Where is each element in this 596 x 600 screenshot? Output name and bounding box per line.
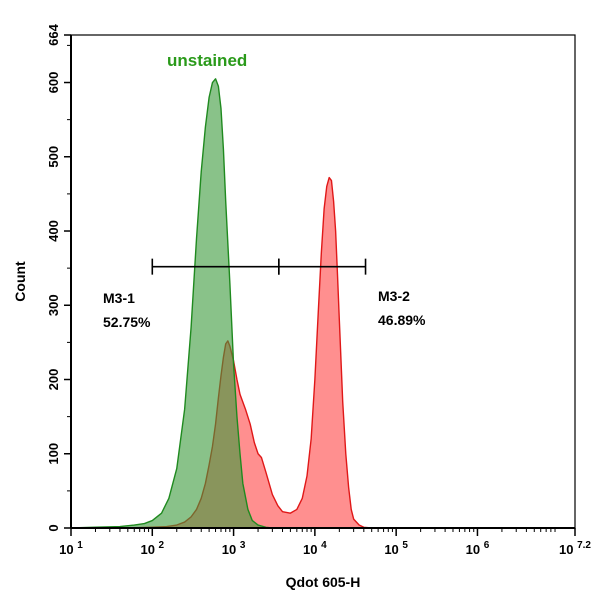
x-axis-title: Qdot 605-H bbox=[286, 574, 361, 590]
x-tick-label: 10 6 bbox=[466, 540, 490, 557]
axis-layer: 10 1 10 2 10 3 10 4 10 5 10 6 10 7.2 0 100 200 300… bbox=[46, 23, 591, 557]
x-tick-label: 10 1 bbox=[59, 540, 83, 557]
unstained-annotation: unstained bbox=[167, 51, 247, 70]
y-tick-label: 500 bbox=[46, 146, 61, 168]
x-tick-label: 10 5 bbox=[384, 540, 408, 557]
x-tick-label: 10 2 bbox=[140, 540, 164, 557]
x-tick-label: 10 3 bbox=[222, 540, 246, 557]
gate-percent-label: 46.89% bbox=[378, 312, 426, 328]
y-tick-label: 664 bbox=[46, 23, 61, 45]
x-tick-label: 10 4 bbox=[303, 540, 327, 557]
y-tick-label: 600 bbox=[46, 72, 61, 94]
y-tick-label: 300 bbox=[46, 294, 61, 316]
gate-name-label: M3-1 bbox=[103, 290, 135, 306]
y-tick-label: 100 bbox=[46, 443, 61, 465]
gate-name-label: M3-2 bbox=[378, 288, 410, 304]
y-axis-title: Count bbox=[12, 261, 28, 302]
x-tick-label: 10 7.2 bbox=[559, 540, 591, 557]
series-layer bbox=[70, 78, 397, 529]
y-tick-label: 400 bbox=[46, 220, 61, 242]
series-unstained-area bbox=[70, 78, 274, 529]
label-layer: M3-1 52.75% M3-2 46.89% unstained Qdot 605-H C… bbox=[12, 51, 426, 590]
gate-percent-label: 52.75% bbox=[103, 314, 151, 330]
gate-layer bbox=[151, 258, 367, 275]
y-tick-label: 200 bbox=[46, 369, 61, 391]
y-tick-label: 0 bbox=[46, 524, 61, 531]
